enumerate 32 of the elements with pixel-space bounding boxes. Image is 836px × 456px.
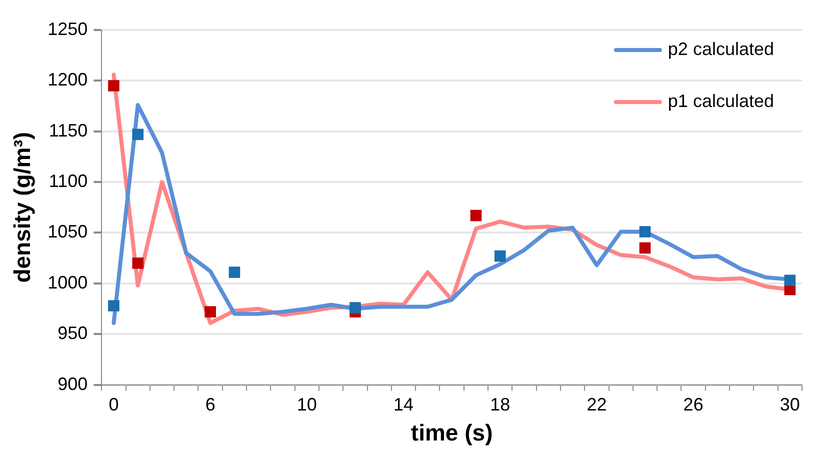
y-tick-label: 1200 xyxy=(48,70,88,90)
point xyxy=(470,210,482,222)
x-tick-label: 18 xyxy=(490,394,510,415)
point xyxy=(639,242,651,254)
y-tick-label: 900 xyxy=(58,374,88,394)
x-tick-label: 0 xyxy=(108,394,119,415)
point xyxy=(132,258,144,269)
y-axis-title: density (g/m³) xyxy=(9,132,36,283)
x-tick-label: 26 xyxy=(683,394,704,415)
x-tick-label: 6 xyxy=(205,394,216,415)
x-tick-label: 22 xyxy=(586,394,607,415)
y-tick-label: 1000 xyxy=(48,272,88,292)
y-tick-label: 1150 xyxy=(48,120,88,140)
point xyxy=(204,306,216,318)
legend-label: p2 calculated xyxy=(668,38,774,59)
point xyxy=(228,266,240,278)
x-tick-label: 30 xyxy=(780,394,800,415)
y-tick-label: 1250 xyxy=(48,18,88,39)
y-tick-label: 950 xyxy=(58,323,88,344)
y-tick-label: 1100 xyxy=(48,171,88,192)
point xyxy=(494,250,506,262)
x-tick-label: 10 xyxy=(296,394,317,415)
point xyxy=(132,128,144,140)
point xyxy=(108,300,120,312)
point xyxy=(108,80,120,92)
point xyxy=(350,302,361,314)
x-axis-title: time (s) xyxy=(410,420,493,446)
point xyxy=(784,274,796,286)
point xyxy=(639,226,651,238)
legend-label: p1 calculated xyxy=(668,90,774,111)
x-tick-label: 14 xyxy=(394,394,414,415)
y-tick-label: 1050 xyxy=(48,222,88,242)
